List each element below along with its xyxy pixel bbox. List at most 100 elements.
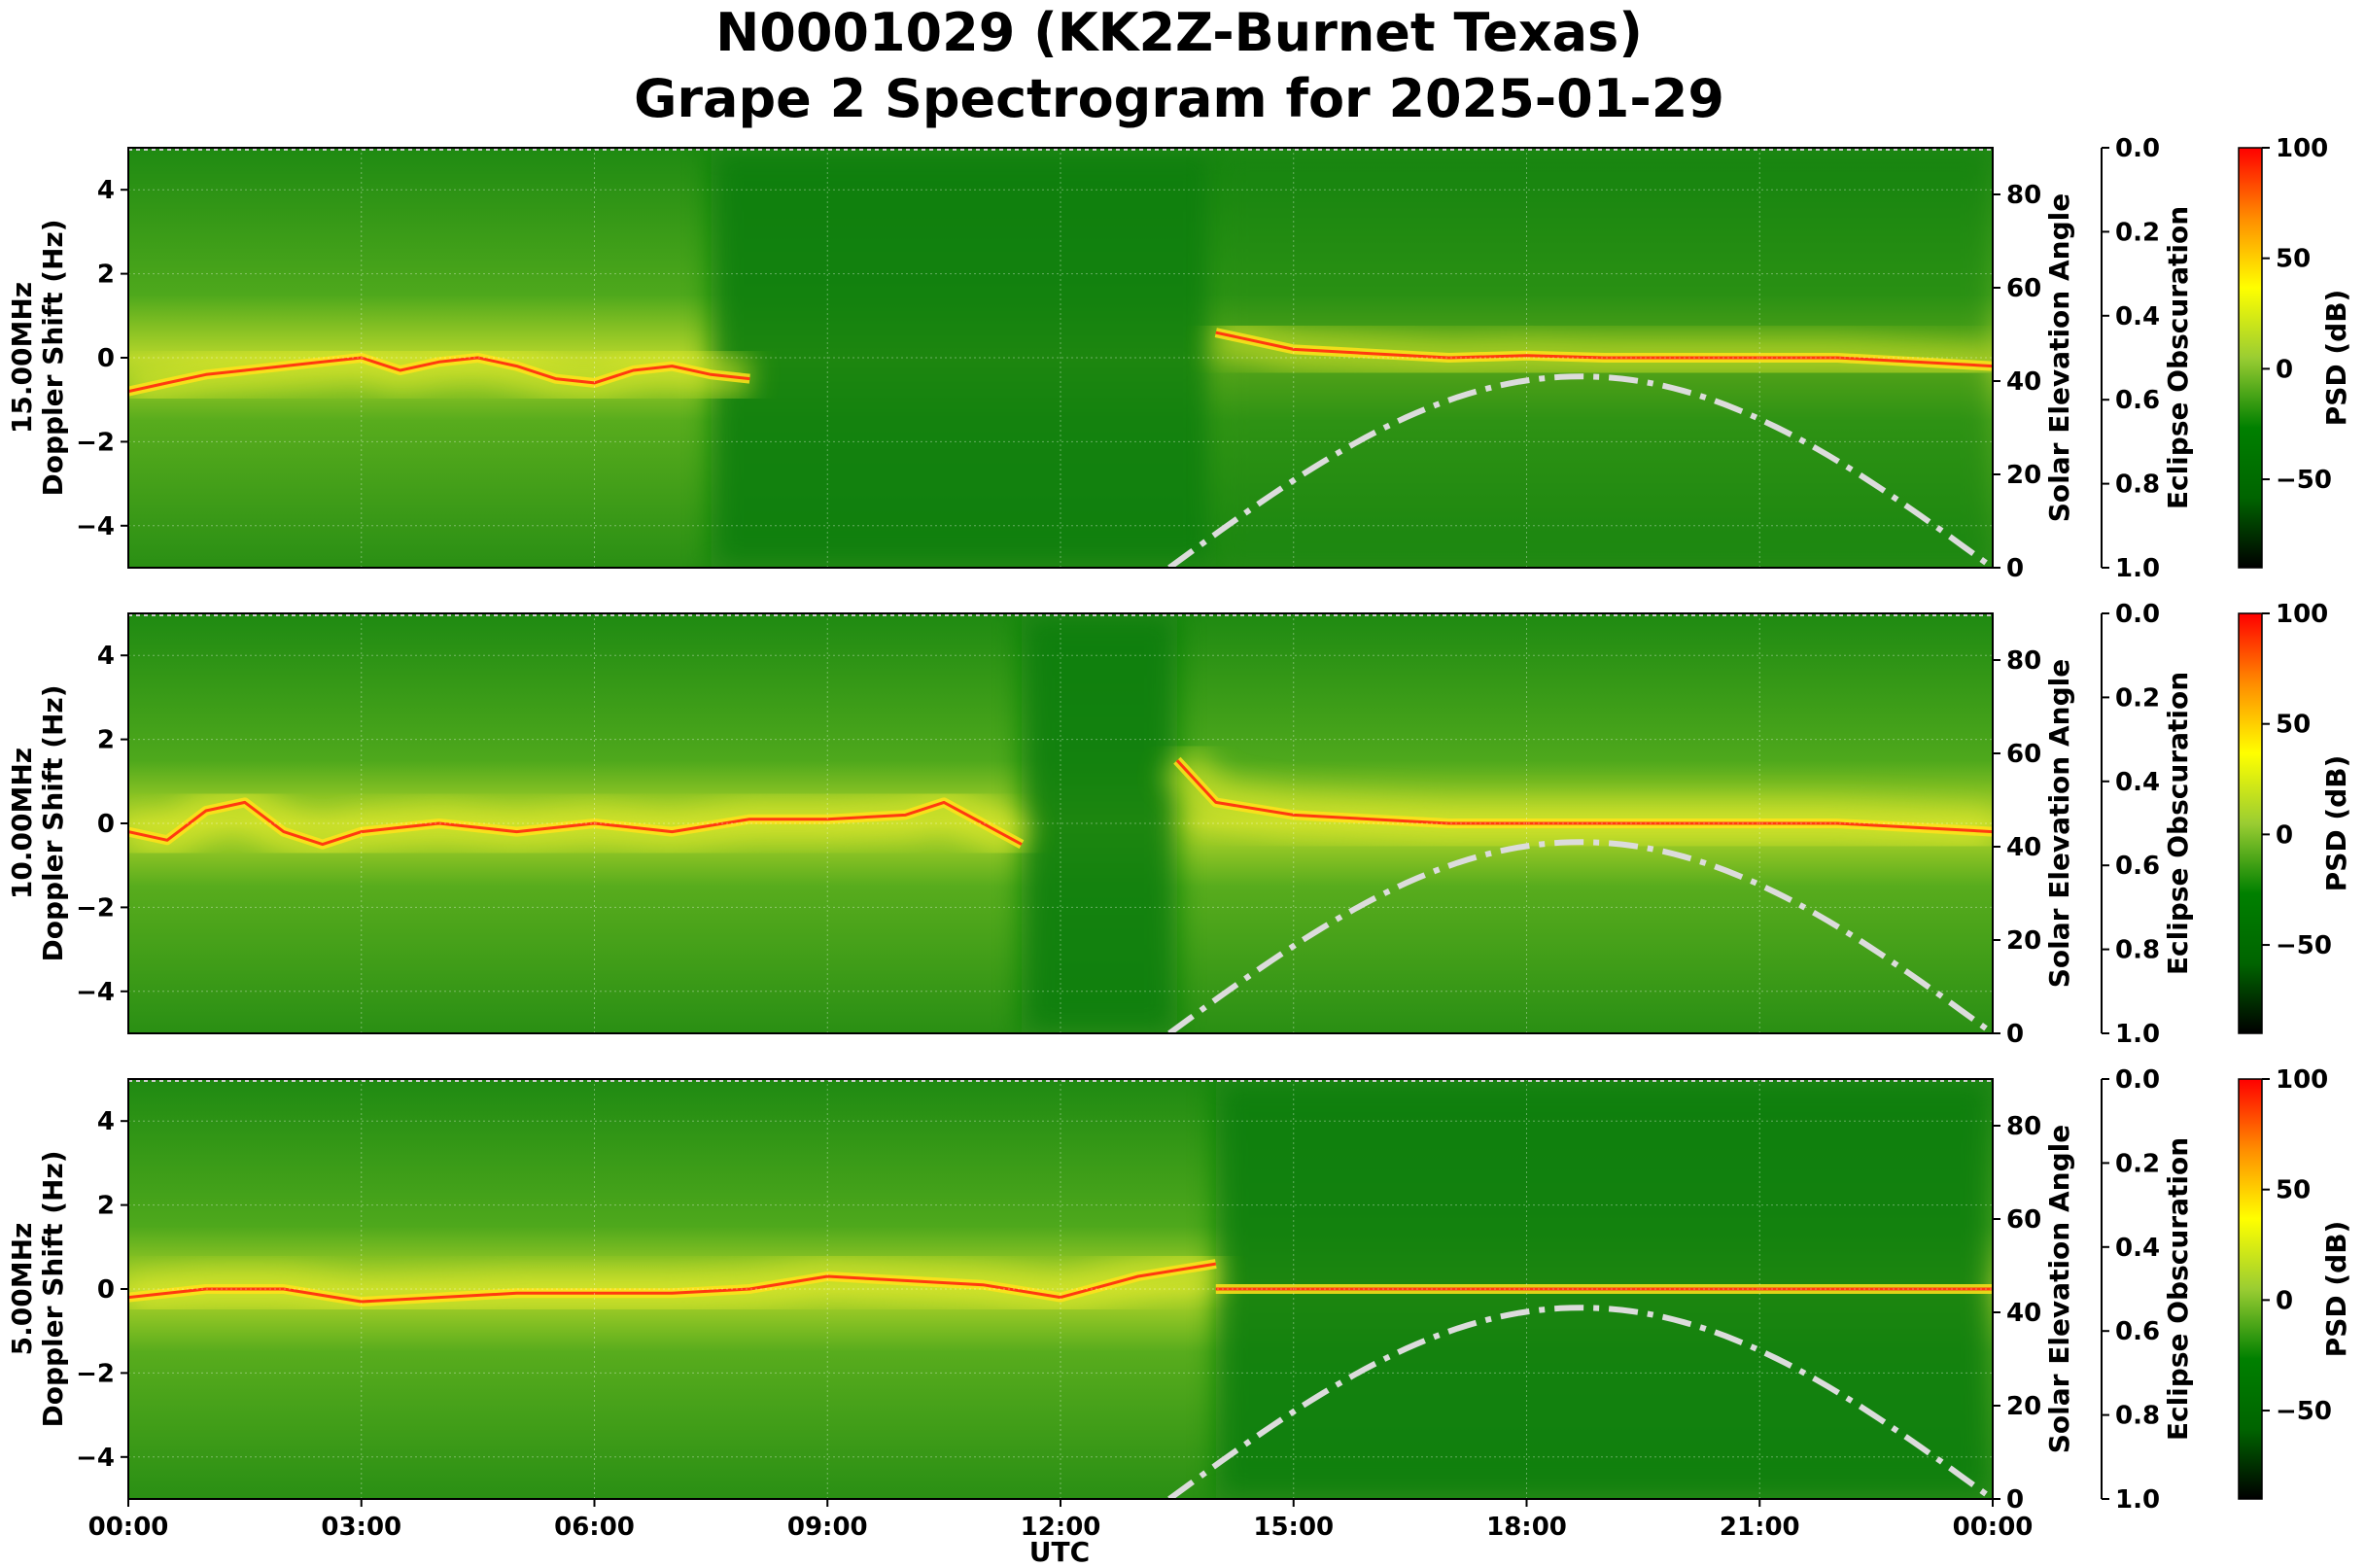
panel-1: 420−2−415.00MHz Doppler Shift (Hz)8060402… [6, 134, 2352, 583]
colorbar-tick-label: −50 [2276, 466, 2332, 495]
y-tick-label: −2 [76, 1359, 115, 1388]
colorbar-tick-label: −50 [2276, 931, 2332, 960]
y-axis-label: Doppler Shift (Hz) [37, 219, 69, 496]
solar-tick-label: 60 [2006, 1205, 2041, 1235]
x-tick-label: 12:00 [1021, 1513, 1101, 1542]
eclipse-tick-label: 0.6 [2115, 386, 2160, 415]
doppler-trace [1215, 331, 1993, 368]
y-tick-label: 4 [97, 642, 115, 671]
solar-tick-label: 0 [2006, 1020, 2024, 1049]
solar-elevation-curve [1167, 839, 1993, 1033]
eclipse-tick-label: 0.0 [2115, 1065, 2160, 1095]
doppler-trace [1175, 759, 1993, 834]
solar-tick-label: 60 [2006, 274, 2041, 303]
x-tick-label: 00:00 [88, 1513, 169, 1542]
figure-title-line1: N0001029 (KK2Z-Burnet Texas) [715, 2, 1643, 63]
colorbar-tick-label: 50 [2276, 245, 2311, 274]
colorbar-tick-label: 0 [2276, 1286, 2293, 1315]
colorbar-tick-label: 100 [2276, 1065, 2328, 1095]
spectrogram-image [128, 1079, 1993, 1499]
solar-tick-label: 20 [2006, 926, 2041, 956]
solar-tick-label: 40 [2006, 833, 2041, 862]
quiet-region [1022, 613, 1177, 1033]
spectrogram-image [128, 148, 1993, 568]
x-tick-label: 06:00 [554, 1513, 635, 1542]
doppler-trace [128, 800, 1023, 847]
quiet-region [711, 148, 1216, 568]
solar-tick-label: 0 [2006, 554, 2024, 583]
eclipse-tick-label: 0.8 [2115, 470, 2160, 500]
y-tick-label: 2 [97, 1192, 115, 1221]
colorbar-tick-label: 50 [2276, 1176, 2311, 1205]
solar-axis-label: Solar Elevation Angle [2043, 193, 2075, 522]
eclipse-tick-label: 1.0 [2115, 554, 2160, 583]
colorbar-tick-label: 0 [2276, 820, 2293, 850]
eclipse-tick-label: 0.2 [2115, 683, 2160, 713]
panel-3: 420−2−45.00MHz Doppler Shift (Hz)80604020… [6, 1065, 2352, 1542]
eclipse-tick-label: 1.0 [2115, 1020, 2160, 1049]
colorbar [2238, 612, 2263, 1034]
solar-axis-label: Solar Elevation Angle [2043, 1125, 2075, 1453]
eclipse-axis-label: Eclipse Obscuration [2162, 206, 2194, 509]
panel-2: 420−2−410.00MHz Doppler Shift (Hz)8060402… [6, 600, 2352, 1049]
colorbar [2238, 147, 2263, 569]
solar-tick-label: 20 [2006, 461, 2041, 490]
y-tick-label: −4 [76, 1444, 115, 1473]
panels-group: 420−2−415.00MHz Doppler Shift (Hz)8060402… [6, 134, 2352, 1542]
doppler-trace [128, 356, 750, 394]
eclipse-tick-label: 0.4 [2115, 768, 2160, 797]
x-tick-label: 03:00 [321, 1513, 401, 1542]
solar-tick-label: 80 [2006, 181, 2041, 210]
solar-tick-label: 40 [2006, 367, 2041, 397]
solar-tick-label: 40 [2006, 1299, 2041, 1328]
doppler-trace [128, 1262, 1217, 1304]
y-tick-label: −2 [76, 893, 115, 923]
eclipse-tick-label: 0.4 [2115, 1234, 2160, 1263]
y-tick-label: 4 [97, 176, 115, 205]
solar-tick-label: 60 [2006, 740, 2041, 769]
colorbar-label: PSD (dB) [2320, 755, 2352, 892]
x-tick-label: 21:00 [1720, 1513, 1800, 1542]
y-tick-label: 0 [97, 1275, 115, 1305]
eclipse-tick-label: 0.8 [2115, 936, 2160, 965]
y-tick-label: −4 [76, 512, 115, 541]
y-tick-label: 0 [97, 344, 115, 373]
y-tick-label: 2 [97, 261, 115, 290]
colorbar-tick-label: 100 [2276, 134, 2328, 163]
spectrogram-image [128, 613, 1993, 1033]
y-tick-label: −4 [76, 978, 115, 1007]
solar-tick-label: 80 [2006, 1112, 2041, 1141]
eclipse-tick-label: 1.0 [2115, 1485, 2160, 1515]
colorbar-tick-label: 50 [2276, 711, 2311, 740]
x-axis-label: UTC [1029, 1536, 1090, 1568]
colorbar-tick-label: 0 [2276, 355, 2293, 384]
colorbar [2238, 1078, 2263, 1500]
frequency-label: 5.00MHz [6, 1223, 38, 1356]
eclipse-tick-label: 0.2 [2115, 1149, 2160, 1178]
eclipse-tick-label: 0.4 [2115, 302, 2160, 331]
x-tick-label: 15:00 [1253, 1513, 1334, 1542]
colorbar-label: PSD (dB) [2320, 1221, 2352, 1358]
colorbar-label: PSD (dB) [2320, 290, 2352, 427]
eclipse-tick-label: 0.0 [2115, 600, 2160, 629]
eclipse-tick-label: 0.6 [2115, 1317, 2160, 1346]
eclipse-tick-label: 0.8 [2115, 1402, 2160, 1431]
y-axis-label: Doppler Shift (Hz) [37, 1150, 69, 1427]
colorbar-tick-label: 100 [2276, 600, 2328, 629]
eclipse-tick-label: 0.6 [2115, 852, 2160, 881]
solar-elevation-curve [1167, 1305, 1993, 1499]
y-tick-label: 0 [97, 810, 115, 839]
x-tick-label: 18:00 [1486, 1513, 1567, 1542]
y-tick-label: 4 [97, 1107, 115, 1136]
solar-tick-label: 0 [2006, 1485, 2024, 1515]
y-tick-label: 2 [97, 726, 115, 755]
solar-elevation-curve [1167, 373, 1993, 568]
x-tick-label: 00:00 [1953, 1513, 2034, 1542]
eclipse-tick-label: 0.2 [2115, 218, 2160, 247]
frequency-label: 10.00MHz [6, 748, 38, 899]
frequency-label: 15.00MHz [6, 282, 38, 434]
x-tick-label: 09:00 [787, 1513, 868, 1542]
eclipse-tick-label: 0.0 [2115, 134, 2160, 163]
y-tick-label: −2 [76, 428, 115, 457]
